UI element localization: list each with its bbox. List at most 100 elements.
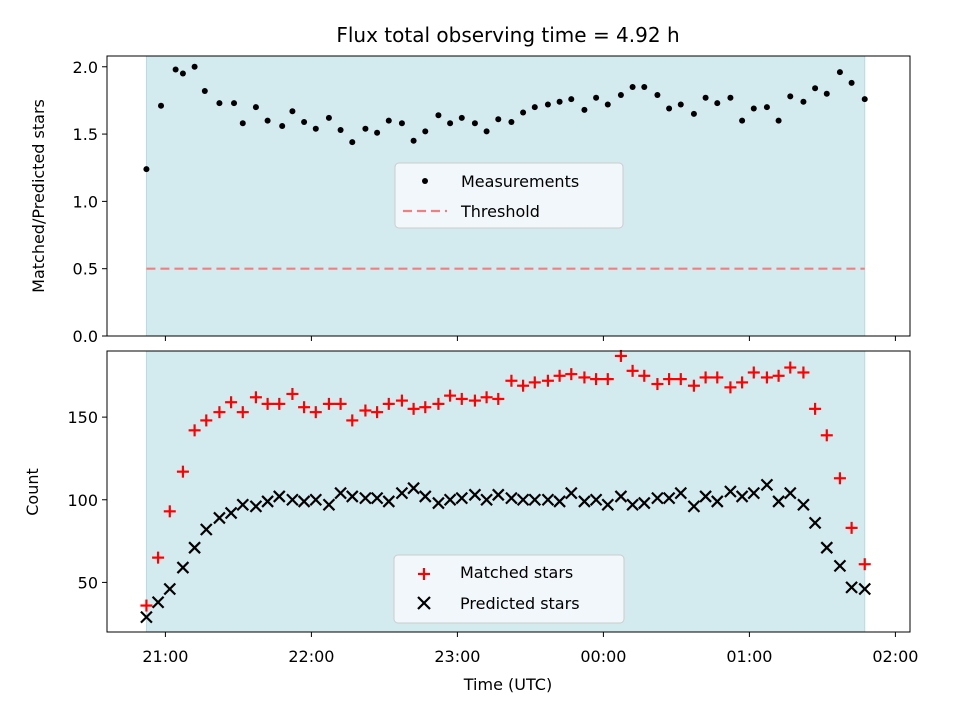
- legend-predicted-marker: [417, 596, 431, 610]
- measurement-point: [216, 100, 223, 107]
- predicted-star-point: [261, 495, 274, 508]
- matched-star-point: [298, 401, 311, 414]
- legend-matched-label: Matched stars: [460, 563, 573, 582]
- matched-star-point: [528, 376, 541, 389]
- matched-star-point: [663, 373, 676, 386]
- predicted-star-point: [419, 490, 432, 503]
- top-y-tick-label: 2.0: [73, 58, 98, 77]
- matched-star-point: [213, 406, 226, 419]
- measurement-point: [374, 129, 381, 136]
- predicted-star-point: [651, 491, 664, 505]
- measurement-point: [398, 120, 405, 127]
- matched-stars-series: [140, 349, 871, 612]
- measurement-point: [447, 120, 454, 127]
- matched-star-point: [395, 394, 408, 407]
- matched-star-point: [651, 378, 664, 391]
- measurement-point: [301, 118, 308, 125]
- matched-star-point: [772, 369, 785, 382]
- measurement-point: [191, 63, 198, 70]
- predicted-star-point: [735, 490, 749, 503]
- matched-star-point: [152, 551, 165, 564]
- measurement-point: [654, 92, 661, 99]
- matched-star-point: [359, 404, 372, 417]
- predicted-star-point: [480, 493, 493, 507]
- bottom-y-tick-label: 100: [67, 491, 98, 510]
- top-x-axis: [164, 336, 896, 341]
- measurement-point: [727, 94, 734, 101]
- legend-measurements-label: Measurements: [461, 172, 579, 191]
- matched-star-point: [687, 379, 700, 392]
- measurement-point: [239, 120, 246, 127]
- predicted-star-point: [273, 490, 286, 503]
- top-y-axis-label: Matched/Predicted stars: [29, 99, 48, 293]
- bottom-y-axis-label: Count: [23, 468, 42, 516]
- matched-star-point: [711, 371, 724, 384]
- measurement-point: [312, 125, 319, 132]
- matched-star-point: [736, 376, 749, 389]
- chart-title: Flux total observing time = 4.92 h: [336, 23, 679, 47]
- matched-star-point: [858, 558, 871, 571]
- matched-star-point: [578, 371, 591, 384]
- matched-star-point: [334, 397, 347, 410]
- predicted-star-point: [797, 498, 810, 512]
- predicted-star-point: [724, 485, 737, 498]
- measurement-point: [458, 114, 465, 121]
- predicted-star-point: [432, 496, 445, 510]
- measurement-point: [325, 114, 332, 121]
- matched-star-point: [674, 373, 687, 386]
- predicted-star-point: [858, 582, 872, 596]
- measurement-point: [690, 110, 697, 117]
- predicted-star-point: [140, 610, 153, 624]
- measurement-point: [823, 90, 830, 97]
- x-tick-label: 22:00: [288, 647, 334, 666]
- matched-star-point: [541, 374, 554, 387]
- matched-star-point: [140, 599, 153, 612]
- predicted-star-point: [200, 523, 213, 536]
- predicted-star-point: [516, 493, 530, 507]
- x-tick-label: 01:00: [726, 647, 772, 666]
- measurement-point: [787, 93, 794, 100]
- top-y-axis: 0.0 0.5 1.0 1.5 2.0: [73, 58, 107, 346]
- matched-star-point: [382, 397, 395, 410]
- predicted-star-point: [845, 581, 858, 594]
- matched-star-point: [480, 391, 493, 404]
- predicted-star-point: [334, 486, 347, 500]
- measurement-point: [201, 88, 208, 94]
- predicted-star-point: [455, 491, 469, 505]
- predicted-star-point: [820, 541, 834, 554]
- measurement-point: [763, 104, 770, 111]
- top-y-tick-label: 0.5: [73, 260, 98, 279]
- predicted-star-point: [188, 541, 201, 554]
- legend-matched-marker: [418, 568, 430, 580]
- measurement-point: [641, 83, 648, 90]
- legend-predicted-label: Predicted stars: [460, 594, 580, 613]
- matched-star-point: [322, 397, 335, 410]
- predicted-star-point: [699, 490, 712, 503]
- measurement-point: [861, 96, 868, 103]
- measurement-point: [812, 85, 819, 92]
- matched-star-point: [784, 361, 797, 374]
- measurement-point: [593, 94, 600, 101]
- top-y-tick-label: 0.0: [73, 327, 98, 346]
- top-panel: 0.00.51.01.52.0 Matched/Predicted stars …: [29, 55, 911, 346]
- predicted-star-point: [578, 495, 591, 508]
- top-legend: Measurements Threshold: [394, 162, 624, 229]
- predicted-star-point: [772, 495, 785, 508]
- measurement-point: [143, 166, 150, 173]
- matched-star-point: [249, 391, 262, 404]
- measurement-point: [172, 66, 179, 73]
- matched-star-point: [760, 371, 773, 384]
- predicted-star-point: [468, 488, 482, 502]
- predicted-star-point: [176, 561, 190, 574]
- matched-star-point: [505, 374, 518, 387]
- predicted-star-point: [614, 490, 628, 503]
- matched-star-point: [845, 521, 858, 534]
- x-axis-label: Time (UTC): [463, 675, 552, 694]
- predicted-star-point: [249, 500, 263, 513]
- legend-threshold-label: Threshold: [460, 202, 540, 221]
- matched-star-point: [236, 406, 249, 419]
- measurement-point: [508, 118, 515, 125]
- predicted-star-point: [213, 511, 226, 525]
- measurement-point: [362, 125, 369, 132]
- x-tick-label: 23:00: [434, 647, 480, 666]
